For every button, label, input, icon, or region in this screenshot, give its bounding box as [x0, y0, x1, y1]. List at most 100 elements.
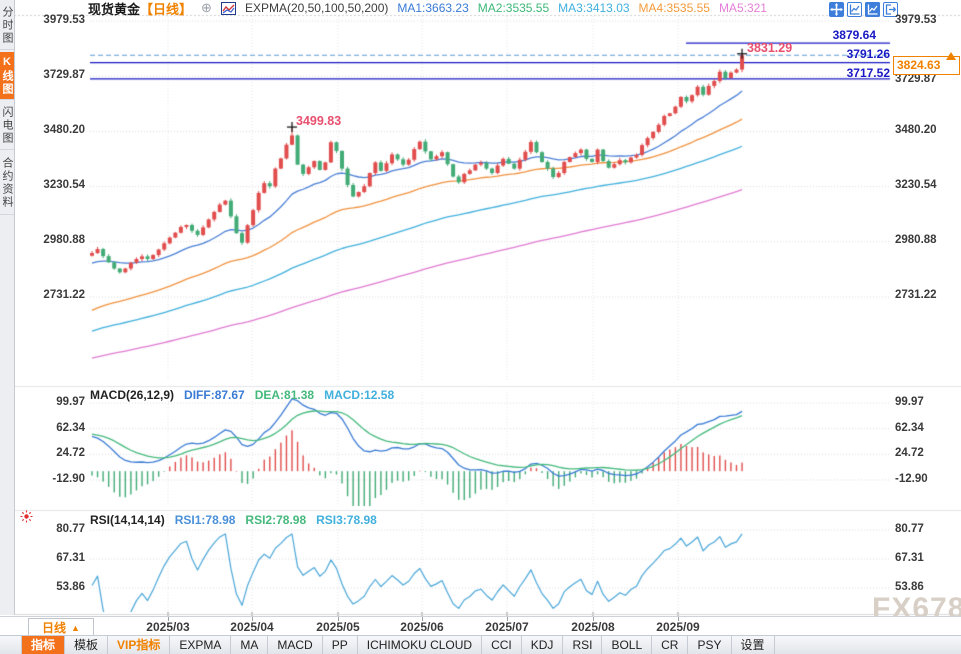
sidebar-tab-0[interactable]: 分时图 — [0, 2, 14, 50]
add-indicator-icon[interactable]: ⊕ — [201, 0, 212, 15]
y-axis-label: 3230.54 — [895, 179, 937, 191]
macd-axis-label: -12.90 — [895, 473, 928, 485]
rsi-axis-label: 53.86 — [895, 581, 924, 593]
y-axis-label: 3729.87 — [43, 69, 85, 81]
price-line-label: 3879.64 — [832, 28, 876, 42]
x-axis-date: 2025/05 — [316, 620, 360, 634]
toolbar-item-macd[interactable]: MACD — [268, 636, 323, 654]
rsi-val0: RSI1:78.98 — [174, 513, 236, 527]
indicator-toolbar: 指标 模板 VIP指标 EXPMA MA MACD PP ICHIMOKU CL… — [0, 635, 961, 654]
toolbar-item-indicators[interactable]: 指标 — [21, 636, 66, 654]
toolbar-item-psy[interactable]: PSY — [688, 636, 732, 654]
x-axis-tick — [168, 617, 169, 621]
move-tool-icon[interactable] — [829, 2, 844, 17]
y-axis-label: 2980.88 — [43, 234, 85, 246]
x-axis-date: 2025/09 — [656, 620, 700, 634]
x-axis-tick — [507, 617, 508, 621]
macd-axis-label: 62.34 — [56, 422, 85, 434]
rsi-header: RSI(14,14,14) RSI1:78.98 RSI2:78.98 RSI3… — [90, 513, 377, 527]
rsi-val2: RSI3:78.98 — [316, 513, 377, 527]
high-annotation: 3499.83 — [296, 114, 342, 128]
x-axis-tick — [338, 617, 339, 621]
macd-val1: DEA:81.38 — [254, 388, 315, 402]
alert-icon[interactable] — [20, 510, 33, 528]
rsi-axis-label: 80.77 — [895, 523, 924, 535]
y-axis-label: 3979.53 — [43, 14, 85, 26]
rsi-val1: RSI2:78.98 — [245, 513, 307, 527]
toolbar-item-pp[interactable]: PP — [323, 636, 358, 654]
expma-params-label: EXPMA(20,50,100,50,200) — [244, 1, 389, 15]
header-ma5: MA5:321 — [718, 1, 767, 15]
sidebar-tab-2[interactable]: 闪电图 — [0, 102, 14, 150]
y-axis-label: 3230.54 — [43, 179, 85, 191]
current-price-badge: 3824.63 — [893, 56, 960, 75]
period-tag: 【日线】 — [140, 1, 193, 17]
macd-axis-label: 62.34 — [895, 422, 924, 434]
macd-axis-label: -12.90 — [52, 473, 85, 485]
macd-val2: MACD:12.58 — [324, 388, 395, 402]
x-axis-date: 2025/08 — [571, 620, 615, 634]
header-ma1: MA1:3663.23 — [397, 1, 469, 15]
x-axis-tick — [252, 617, 253, 621]
sidebar-tab-1[interactable]: K线图 — [0, 52, 14, 100]
rsi-axis-label: 80.77 — [56, 523, 85, 535]
sidebar-tab-3[interactable]: 合约资料 — [0, 152, 14, 215]
rsi-axis-label: 67.31 — [56, 552, 85, 564]
toolbar-item-expma[interactable]: EXPMA — [170, 636, 232, 654]
y-axis-label: 3979.53 — [895, 14, 937, 26]
period-selector[interactable]: 日线 ▲ — [28, 618, 94, 637]
period-label: 日线 — [42, 621, 67, 635]
macd-title: MACD(26,12,9) — [90, 388, 175, 402]
x-axis-date: 2025/06 — [400, 620, 444, 634]
symbol-name: 现货黄金 — [88, 1, 141, 17]
rsi-axis-label: 53.86 — [56, 581, 85, 593]
toolbar-item-templates[interactable]: 模板 — [65, 636, 109, 654]
toolbar-item-cr[interactable]: CR — [652, 636, 689, 654]
toolbar-item-rsi[interactable]: RSI — [563, 636, 603, 654]
toolbar-item-settings[interactable]: 设置 — [732, 636, 775, 654]
rsi-axis-label: 67.31 — [895, 552, 924, 564]
toolbar-item-boll[interactable]: BOLL — [602, 636, 653, 654]
x-axis-tick — [593, 617, 594, 621]
y-axis-label: 3480.20 — [895, 124, 937, 136]
header-ma4: MA4:3535.55 — [638, 1, 710, 15]
y-axis-label: 3480.20 — [43, 124, 85, 136]
price-line-label: 3717.52 — [846, 66, 890, 80]
toolbar-item-ichimoku[interactable]: ICHIMOKU CLOUD — [358, 636, 483, 654]
x-axis-date: 2025/07 — [485, 620, 529, 634]
chart-tools — [829, 2, 898, 17]
x-axis-tick — [678, 617, 679, 621]
macd-val0: DIFF:87.67 — [184, 388, 245, 402]
x-axis-date: 2025/03 — [146, 620, 190, 634]
toolbar-item-ma[interactable]: MA — [231, 636, 269, 654]
x-axis-date: 2025/04 — [230, 620, 274, 634]
macd-header: MACD(26,12,9) DIFF:87.67 DEA:81.38 MACD:… — [90, 388, 394, 402]
x-axis-row: 日线 ▲ 2025/03 2025/04 2025/05 2025/06 202… — [0, 616, 961, 637]
toolbar-item-cci[interactable]: CCI — [482, 636, 522, 654]
price-line-label: 3791.26 — [846, 47, 890, 61]
macd-axis-label: 99.97 — [895, 396, 924, 408]
header-ma3: MA3:3413.03 — [558, 1, 630, 15]
chevron-up-icon: ▲ — [71, 622, 80, 633]
rsi-title: RSI(14,14,14) — [90, 513, 165, 527]
macd-axis-label: 24.72 — [895, 447, 924, 459]
axis-scale-active-icon[interactable] — [865, 2, 880, 17]
pop-out-icon[interactable] — [883, 2, 898, 17]
y-axis-label: 2980.88 — [895, 234, 937, 246]
chart-type-icon[interactable] — [220, 1, 236, 15]
axis-scale-icon[interactable] — [847, 2, 862, 17]
high-annotation: 3831.29 — [747, 41, 793, 55]
header-ma2: MA2:3535.55 — [477, 1, 550, 15]
y-axis-label: 2731.22 — [43, 289, 85, 301]
y-axis-label: 2731.22 — [895, 289, 937, 301]
y-axis-label: 3729.87 — [895, 73, 937, 85]
toolbar-item-vip[interactable]: VIP指标 — [108, 636, 171, 654]
x-axis-tick — [422, 617, 423, 621]
price-up-arrow-icon — [946, 47, 956, 60]
macd-axis-label: 99.97 — [56, 396, 85, 408]
chart-header: 现货黄金【日线】 ⊕ EXPMA(20,50,100,50,200) MA1:3… — [88, 0, 767, 17]
macd-axis-label: 24.72 — [56, 447, 85, 459]
toolbar-item-kdj[interactable]: KDJ — [522, 636, 564, 654]
